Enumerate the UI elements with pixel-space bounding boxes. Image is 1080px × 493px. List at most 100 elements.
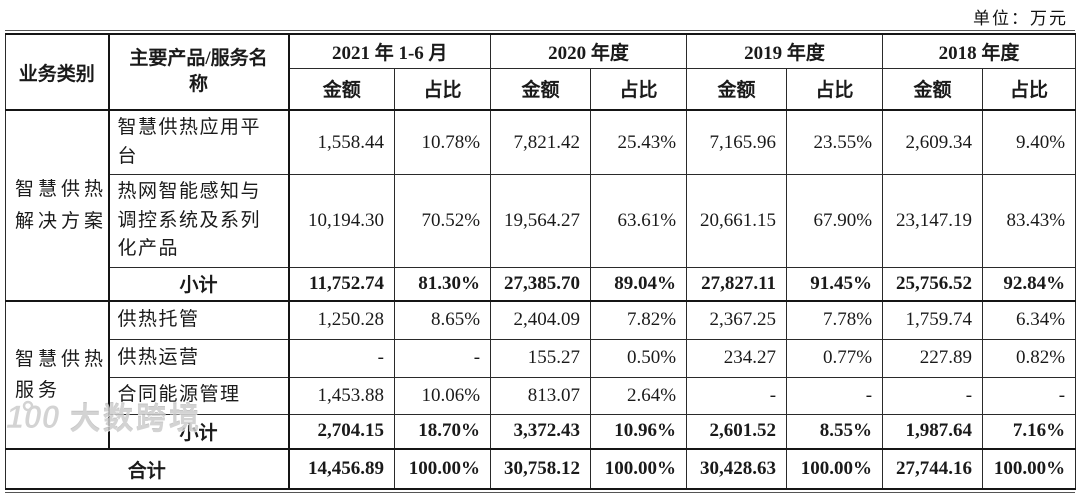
ratio-cell: 10.06% <box>393 376 492 415</box>
amount-cell: 27,827.11 <box>686 266 788 302</box>
ratio-cell: 83.43% <box>982 174 1077 268</box>
amount-cell: 10,194.30 <box>288 174 395 268</box>
table-row: 供热运营 - - 155.27 0.50% 234.27 0.77% 227.8… <box>6 338 1077 378</box>
header-amount-2019: 金额 <box>686 67 788 111</box>
header-amount-2018: 金额 <box>882 67 984 111</box>
ratio-cell: 100.00% <box>786 448 884 490</box>
header-period-2019: 2019 年度 <box>686 33 884 69</box>
ratio-cell: - <box>982 376 1077 415</box>
amount-cell: 27,744.16 <box>882 448 984 490</box>
header-amount-2021: 金额 <box>288 67 395 111</box>
amount-cell: 2,367.25 <box>686 300 788 340</box>
total-row: 合计 14,456.89 100.00% 30,758.12 100.00% 3… <box>5 448 1077 490</box>
product-cell: 热网智能感知与调控系统及系列化产品 <box>108 174 290 268</box>
amount-cell: 11,752.74 <box>288 266 395 302</box>
ratio-cell: 10.78% <box>393 109 492 175</box>
amount-cell: - <box>288 338 395 378</box>
amount-cell: 155.27 <box>490 338 592 378</box>
header-ratio-2021: 占比 <box>393 67 492 111</box>
header-ratio-2019: 占比 <box>786 67 884 111</box>
total-label: 合计 <box>5 448 290 490</box>
ratio-cell: 91.45% <box>786 266 884 302</box>
amount-cell: 227.89 <box>882 338 984 378</box>
ratio-cell: 9.40% <box>982 109 1077 175</box>
ratio-cell: 100.00% <box>982 448 1077 490</box>
ratio-cell: 100.00% <box>393 448 492 490</box>
table-row: 合同能源管理 1,453.88 10.06% 813.07 2.64% - - … <box>6 376 1077 415</box>
amount-cell: 2,601.52 <box>686 413 788 450</box>
amount-cell: - <box>882 376 984 415</box>
ratio-cell: 67.90% <box>786 174 884 268</box>
header-business-category: 业务类别 <box>5 33 110 111</box>
ratio-cell: 2.64% <box>590 376 688 415</box>
amount-cell: 30,428.63 <box>686 448 788 490</box>
category-cell: 智慧供热 服务 <box>5 300 110 450</box>
header-period-2018: 2018 年度 <box>882 33 1077 69</box>
amount-cell: 813.07 <box>490 376 592 415</box>
amount-cell: 1,759.74 <box>882 300 984 340</box>
header-amount-2020: 金额 <box>490 67 592 111</box>
header-period-2021: 2021 年 1-6 月 <box>287 33 492 69</box>
amount-cell: 1,987.64 <box>882 413 984 450</box>
header-row-metrics: 金额 占比 金额 占比 金额 占比 金额 占比 <box>6 67 1077 111</box>
ratio-cell: 100.00% <box>590 448 688 490</box>
ratio-cell: - <box>393 338 492 378</box>
product-cell: 智慧供热应用平台 <box>108 109 290 175</box>
amount-cell: 7,821.42 <box>490 109 592 175</box>
ratio-cell: 8.55% <box>786 413 884 450</box>
ratio-cell: 0.50% <box>590 338 688 378</box>
ratio-cell: 63.61% <box>590 174 688 268</box>
unit-label: 单位：万元 <box>973 9 1068 28</box>
header-ratio-2018: 占比 <box>982 67 1077 111</box>
subtotal-row: 小计 2,704.15 18.70% 3,372.43 10.96% 2,601… <box>6 413 1077 450</box>
amount-cell: 25,756.52 <box>882 266 984 302</box>
ratio-cell: 10.96% <box>590 413 688 450</box>
amount-cell: 2,704.15 <box>288 413 395 450</box>
ratio-cell: 70.52% <box>393 174 492 268</box>
ratio-cell: 18.70% <box>393 413 492 450</box>
ratio-cell: 25.43% <box>590 109 688 175</box>
product-cell: 供热运营 <box>108 338 290 378</box>
category-cell: 智慧供热 解决方案 <box>5 109 110 302</box>
ratio-cell: 0.77% <box>786 338 884 378</box>
header-period-2020: 2020 年度 <box>490 33 688 69</box>
amount-cell: 234.27 <box>686 338 788 378</box>
amount-cell: 20,661.15 <box>686 174 788 268</box>
revenue-by-business-table: 业务类别 主要产品/服务名 称 2021 年 1-6 月 2020 年度 201… <box>5 33 1077 490</box>
ratio-cell: - <box>786 376 884 415</box>
subtotal-label: 小计 <box>108 266 290 302</box>
ratio-cell: 0.82% <box>982 338 1077 378</box>
ratio-cell: 8.65% <box>393 300 492 340</box>
subtotal-label: 小计 <box>108 413 290 450</box>
ratio-cell: 7.16% <box>982 413 1077 450</box>
amount-cell: 23,147.19 <box>882 174 984 268</box>
product-cell: 合同能源管理 <box>108 376 290 415</box>
amount-cell: 27,385.70 <box>490 266 592 302</box>
ratio-cell: 89.04% <box>590 266 688 302</box>
amount-cell: 19,564.27 <box>490 174 592 268</box>
amount-cell: 1,250.28 <box>288 300 395 340</box>
amount-cell: - <box>686 376 788 415</box>
ratio-cell: 7.78% <box>786 300 884 340</box>
header-ratio-2020: 占比 <box>590 67 688 111</box>
header-product-name: 主要产品/服务名 称 <box>108 33 290 111</box>
amount-cell: 7,165.96 <box>686 109 788 175</box>
amount-cell: 30,758.12 <box>490 448 592 490</box>
ratio-cell: 23.55% <box>786 109 884 175</box>
amount-cell: 3,372.43 <box>490 413 592 450</box>
table-row: 智慧供热 服务 供热托管 1,250.28 8.65% 2,404.09 7.8… <box>5 300 1077 450</box>
amount-cell: 1,558.44 <box>288 109 395 175</box>
table-row: 热网智能感知与调控系统及系列化产品 10,194.30 70.52% 19,56… <box>6 174 1077 268</box>
amount-cell: 2,404.09 <box>490 300 592 340</box>
table-row: 智慧供热 解决方案 智慧供热应用平台 1,558.44 10.78% 7,821… <box>5 109 1077 302</box>
revenue-table-wrapper: 业务类别 主要产品/服务名 称 2021 年 1-6 月 2020 年度 201… <box>5 30 1077 493</box>
ratio-cell: 92.84% <box>982 266 1077 302</box>
product-cell: 供热托管 <box>108 300 290 340</box>
amount-cell: 1,453.88 <box>288 376 395 415</box>
ratio-cell: 81.30% <box>393 266 492 302</box>
ratio-cell: 7.82% <box>590 300 688 340</box>
amount-cell: 2,609.34 <box>882 109 984 175</box>
amount-cell: 14,456.89 <box>288 448 395 490</box>
ratio-cell: 6.34% <box>982 300 1077 340</box>
header-row-years: 业务类别 主要产品/服务名 称 2021 年 1-6 月 2020 年度 201… <box>5 33 1077 111</box>
